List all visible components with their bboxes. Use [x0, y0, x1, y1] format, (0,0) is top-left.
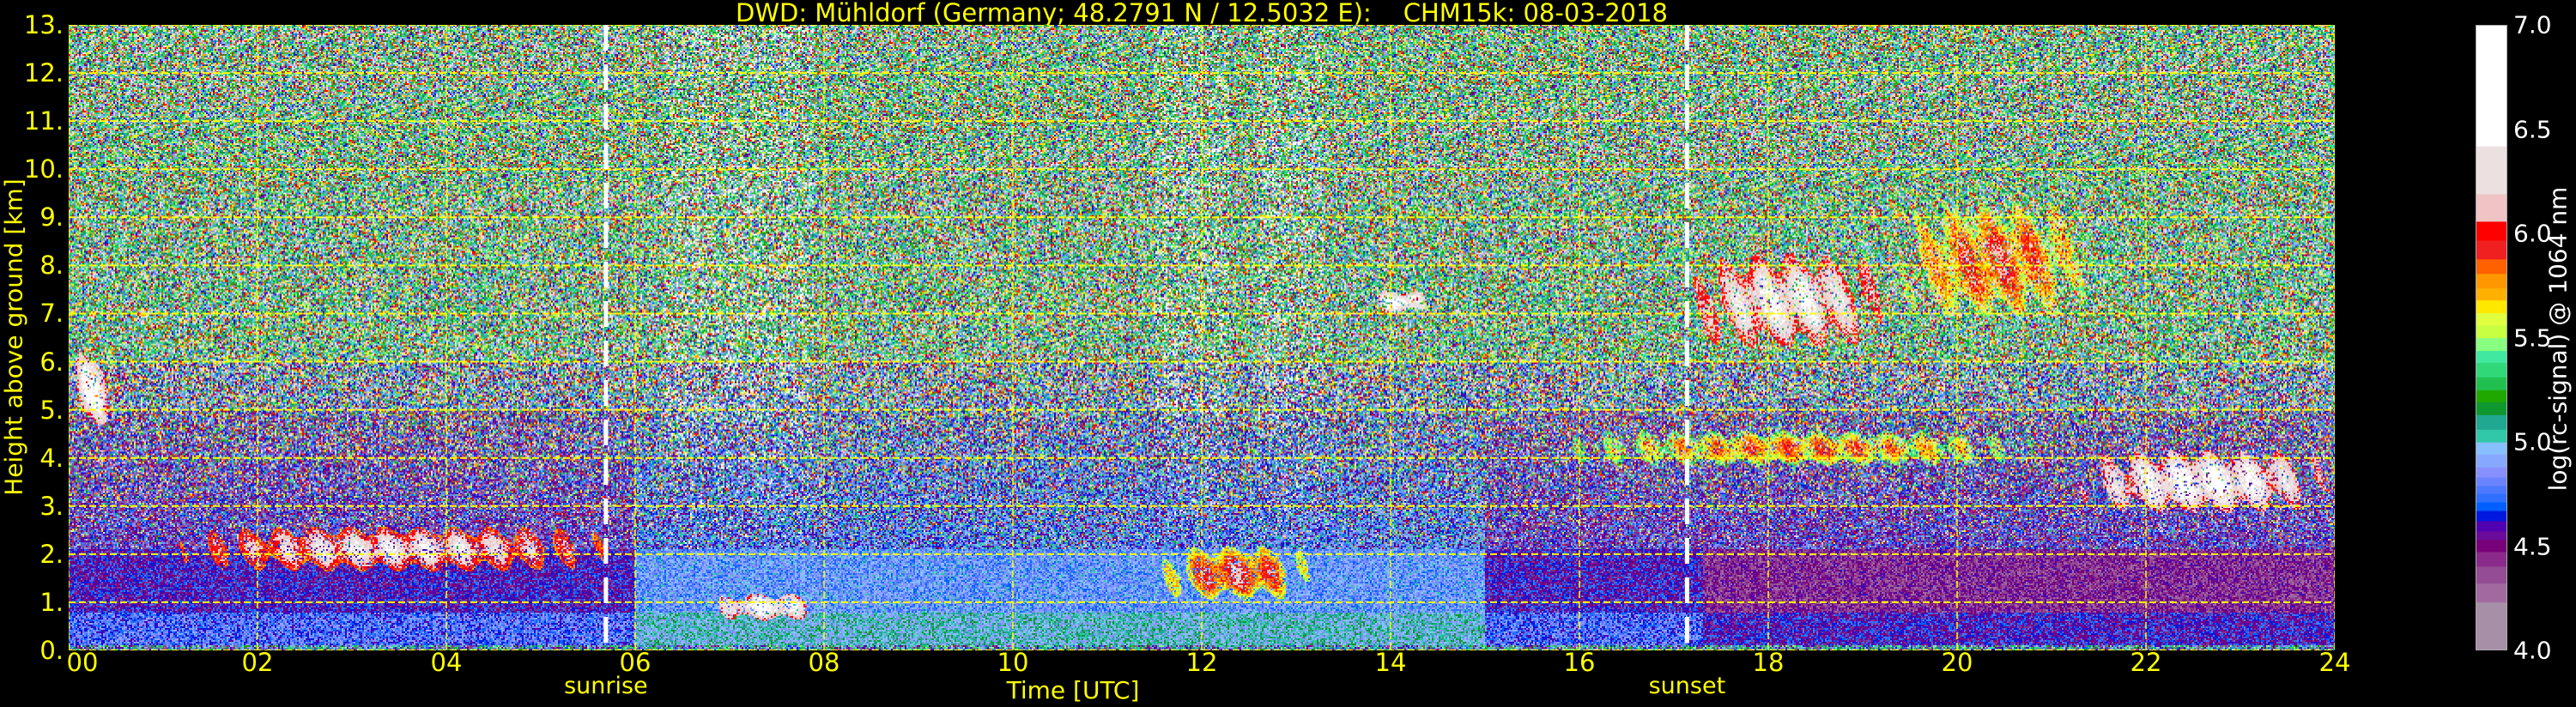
x-tick-label: 22	[2130, 648, 2162, 677]
y-tick-label: 0.	[39, 636, 64, 665]
sunset-label: sunset	[1648, 673, 1726, 699]
y-tick-label: 3.	[39, 491, 64, 521]
y-tick-label: 7.	[39, 299, 64, 329]
y-axis-label: Height above ground [km]	[0, 178, 28, 496]
colorbar	[2476, 25, 2507, 650]
x-tick-label: 20	[1941, 648, 1973, 677]
y-tick-label: 6.	[39, 347, 64, 377]
x-tick-label: 08	[808, 648, 840, 677]
x-tick-label: 12	[1185, 648, 1218, 677]
chart-title: DWD: Mühldorf (Germany; 48.2791 N / 12.5…	[735, 0, 1668, 27]
x-tick-label: 18	[1752, 648, 1785, 677]
plot-area	[69, 25, 2335, 650]
y-tick-label: 8.	[39, 251, 64, 281]
y-tick-label: 4.	[39, 443, 64, 473]
colorbar-tick-label: 4.5	[2513, 532, 2552, 560]
y-tick-label: 10.	[23, 154, 64, 184]
x-tick-label: 04	[430, 648, 463, 677]
y-tick-label: 9.	[39, 202, 64, 233]
colorbar-tick-label: 6.5	[2513, 115, 2552, 143]
x-tick-label: 00	[66, 648, 99, 677]
colorbar-label: log(rc-signal) @ 1064 nm	[2543, 186, 2573, 492]
x-tick-label: 02	[241, 648, 274, 677]
grid-overlay	[69, 25, 2335, 650]
x-tick-label: 06	[619, 648, 652, 677]
x-tick-label: 14	[1374, 648, 1407, 677]
colorbar-tick-label: 7.0	[2513, 10, 2552, 39]
y-tick-label: 11.	[23, 106, 64, 136]
colorbar-tick-label: 5.0	[2513, 427, 2552, 456]
x-tick-label: 16	[1563, 648, 1596, 677]
y-tick-label: 2.	[39, 539, 64, 569]
x-tick-label: 10	[997, 648, 1029, 677]
x-axis-label: Time [UTC]	[1006, 676, 1140, 704]
colorbar-tick-label: 6.0	[2513, 219, 2552, 248]
y-tick-label: 12.	[23, 58, 64, 88]
sunrise-label: sunrise	[564, 673, 648, 699]
y-tick-label: 13.	[23, 10, 64, 39]
y-tick-label: 1.	[39, 587, 64, 617]
colorbar-tick-label: 4.0	[2513, 636, 2552, 665]
colorbar-tick-label: 5.5	[2513, 323, 2552, 352]
x-tick-label: 24	[2318, 648, 2351, 677]
y-tick-label: 5.	[39, 395, 64, 425]
